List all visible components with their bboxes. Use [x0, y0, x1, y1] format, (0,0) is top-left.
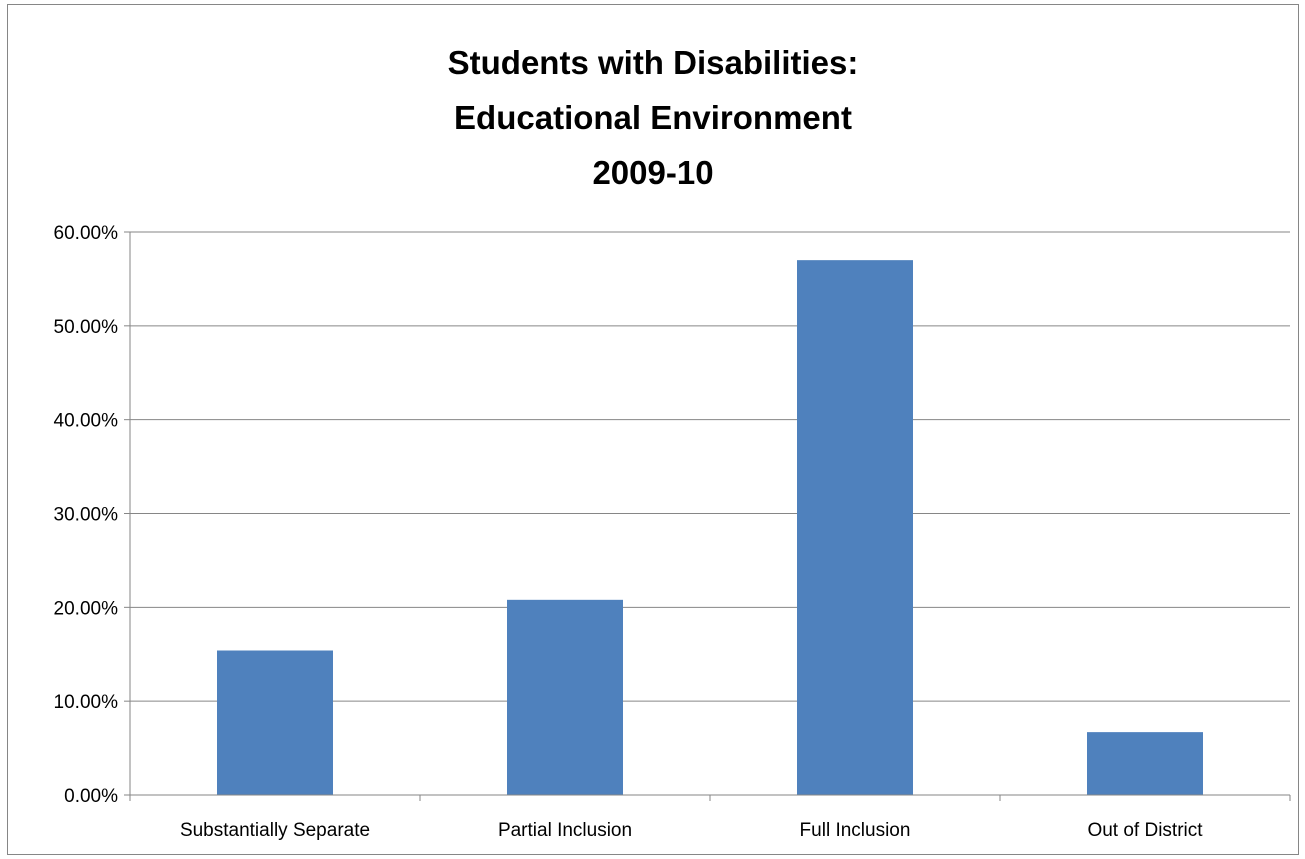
x-tick-label: Out of District — [1087, 820, 1203, 841]
y-tick-label: 40.00% — [54, 411, 119, 432]
chart-title-line-2: Educational Environment — [454, 99, 852, 136]
chart-title-line-3: 2009-10 — [592, 154, 714, 191]
chart-title-line-1: Students with Disabilities: — [447, 44, 859, 81]
bar-substantially-separate — [217, 650, 333, 795]
gridlines — [130, 231, 1290, 702]
bar-out-of-district — [1087, 732, 1203, 795]
bars — [217, 260, 1203, 795]
y-tick-label: 60.00% — [54, 223, 119, 244]
x-tick-label: Full Inclusion — [800, 820, 911, 841]
axes — [124, 231, 1291, 801]
bar-full-inclusion — [797, 260, 913, 795]
y-tick-label: 30.00% — [54, 505, 119, 526]
y-tick-label: 20.00% — [54, 598, 119, 619]
y-axis-tick-labels: 0.00% 10.00% 20.00% 30.00% 40.00% 50.00% 60.00… — [54, 223, 119, 807]
y-tick-label: 50.00% — [54, 317, 119, 338]
x-tick-label: Partial Inclusion — [498, 820, 632, 841]
y-tick-label: 0.00% — [64, 786, 118, 807]
bar-partial-inclusion — [507, 599, 623, 795]
x-axis-tick-labels: Substantially Separate Partial Inclusion F… — [180, 820, 1203, 841]
x-tick-label: Substantially Separate — [180, 820, 370, 841]
y-tick-label: 10.00% — [54, 692, 119, 713]
